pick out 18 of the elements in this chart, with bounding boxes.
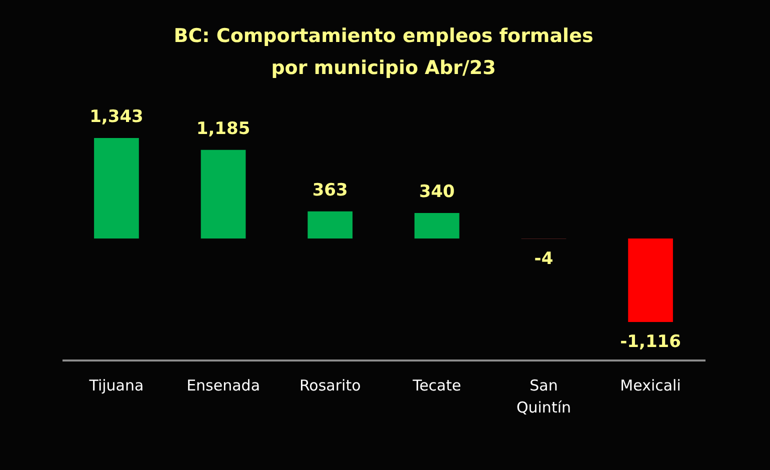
x-tick-label: Tecate bbox=[412, 376, 462, 394]
data-label: 1,343 bbox=[90, 107, 144, 127]
data-label: 340 bbox=[419, 182, 455, 202]
bar bbox=[628, 238, 673, 322]
x-tick-label: Rosarito bbox=[299, 376, 361, 394]
bar bbox=[94, 138, 139, 238]
chart-title: BC: Comportamiento empleos formales por municipio Abr/23 bbox=[174, 25, 594, 79]
data-label: 1,185 bbox=[196, 118, 250, 139]
data-label: 363 bbox=[312, 180, 348, 200]
bar bbox=[308, 211, 353, 238]
x-tick-label: Mexicali bbox=[620, 376, 681, 394]
x-tick-label: San Quintín bbox=[516, 376, 571, 416]
bar bbox=[414, 213, 460, 238]
data-label: -4 bbox=[534, 248, 554, 269]
x-tick-label: Tijuana bbox=[88, 376, 144, 394]
x-tick-label: Ensenada bbox=[186, 376, 260, 394]
data-label: -1,116 bbox=[620, 332, 681, 352]
bar bbox=[200, 150, 246, 238]
